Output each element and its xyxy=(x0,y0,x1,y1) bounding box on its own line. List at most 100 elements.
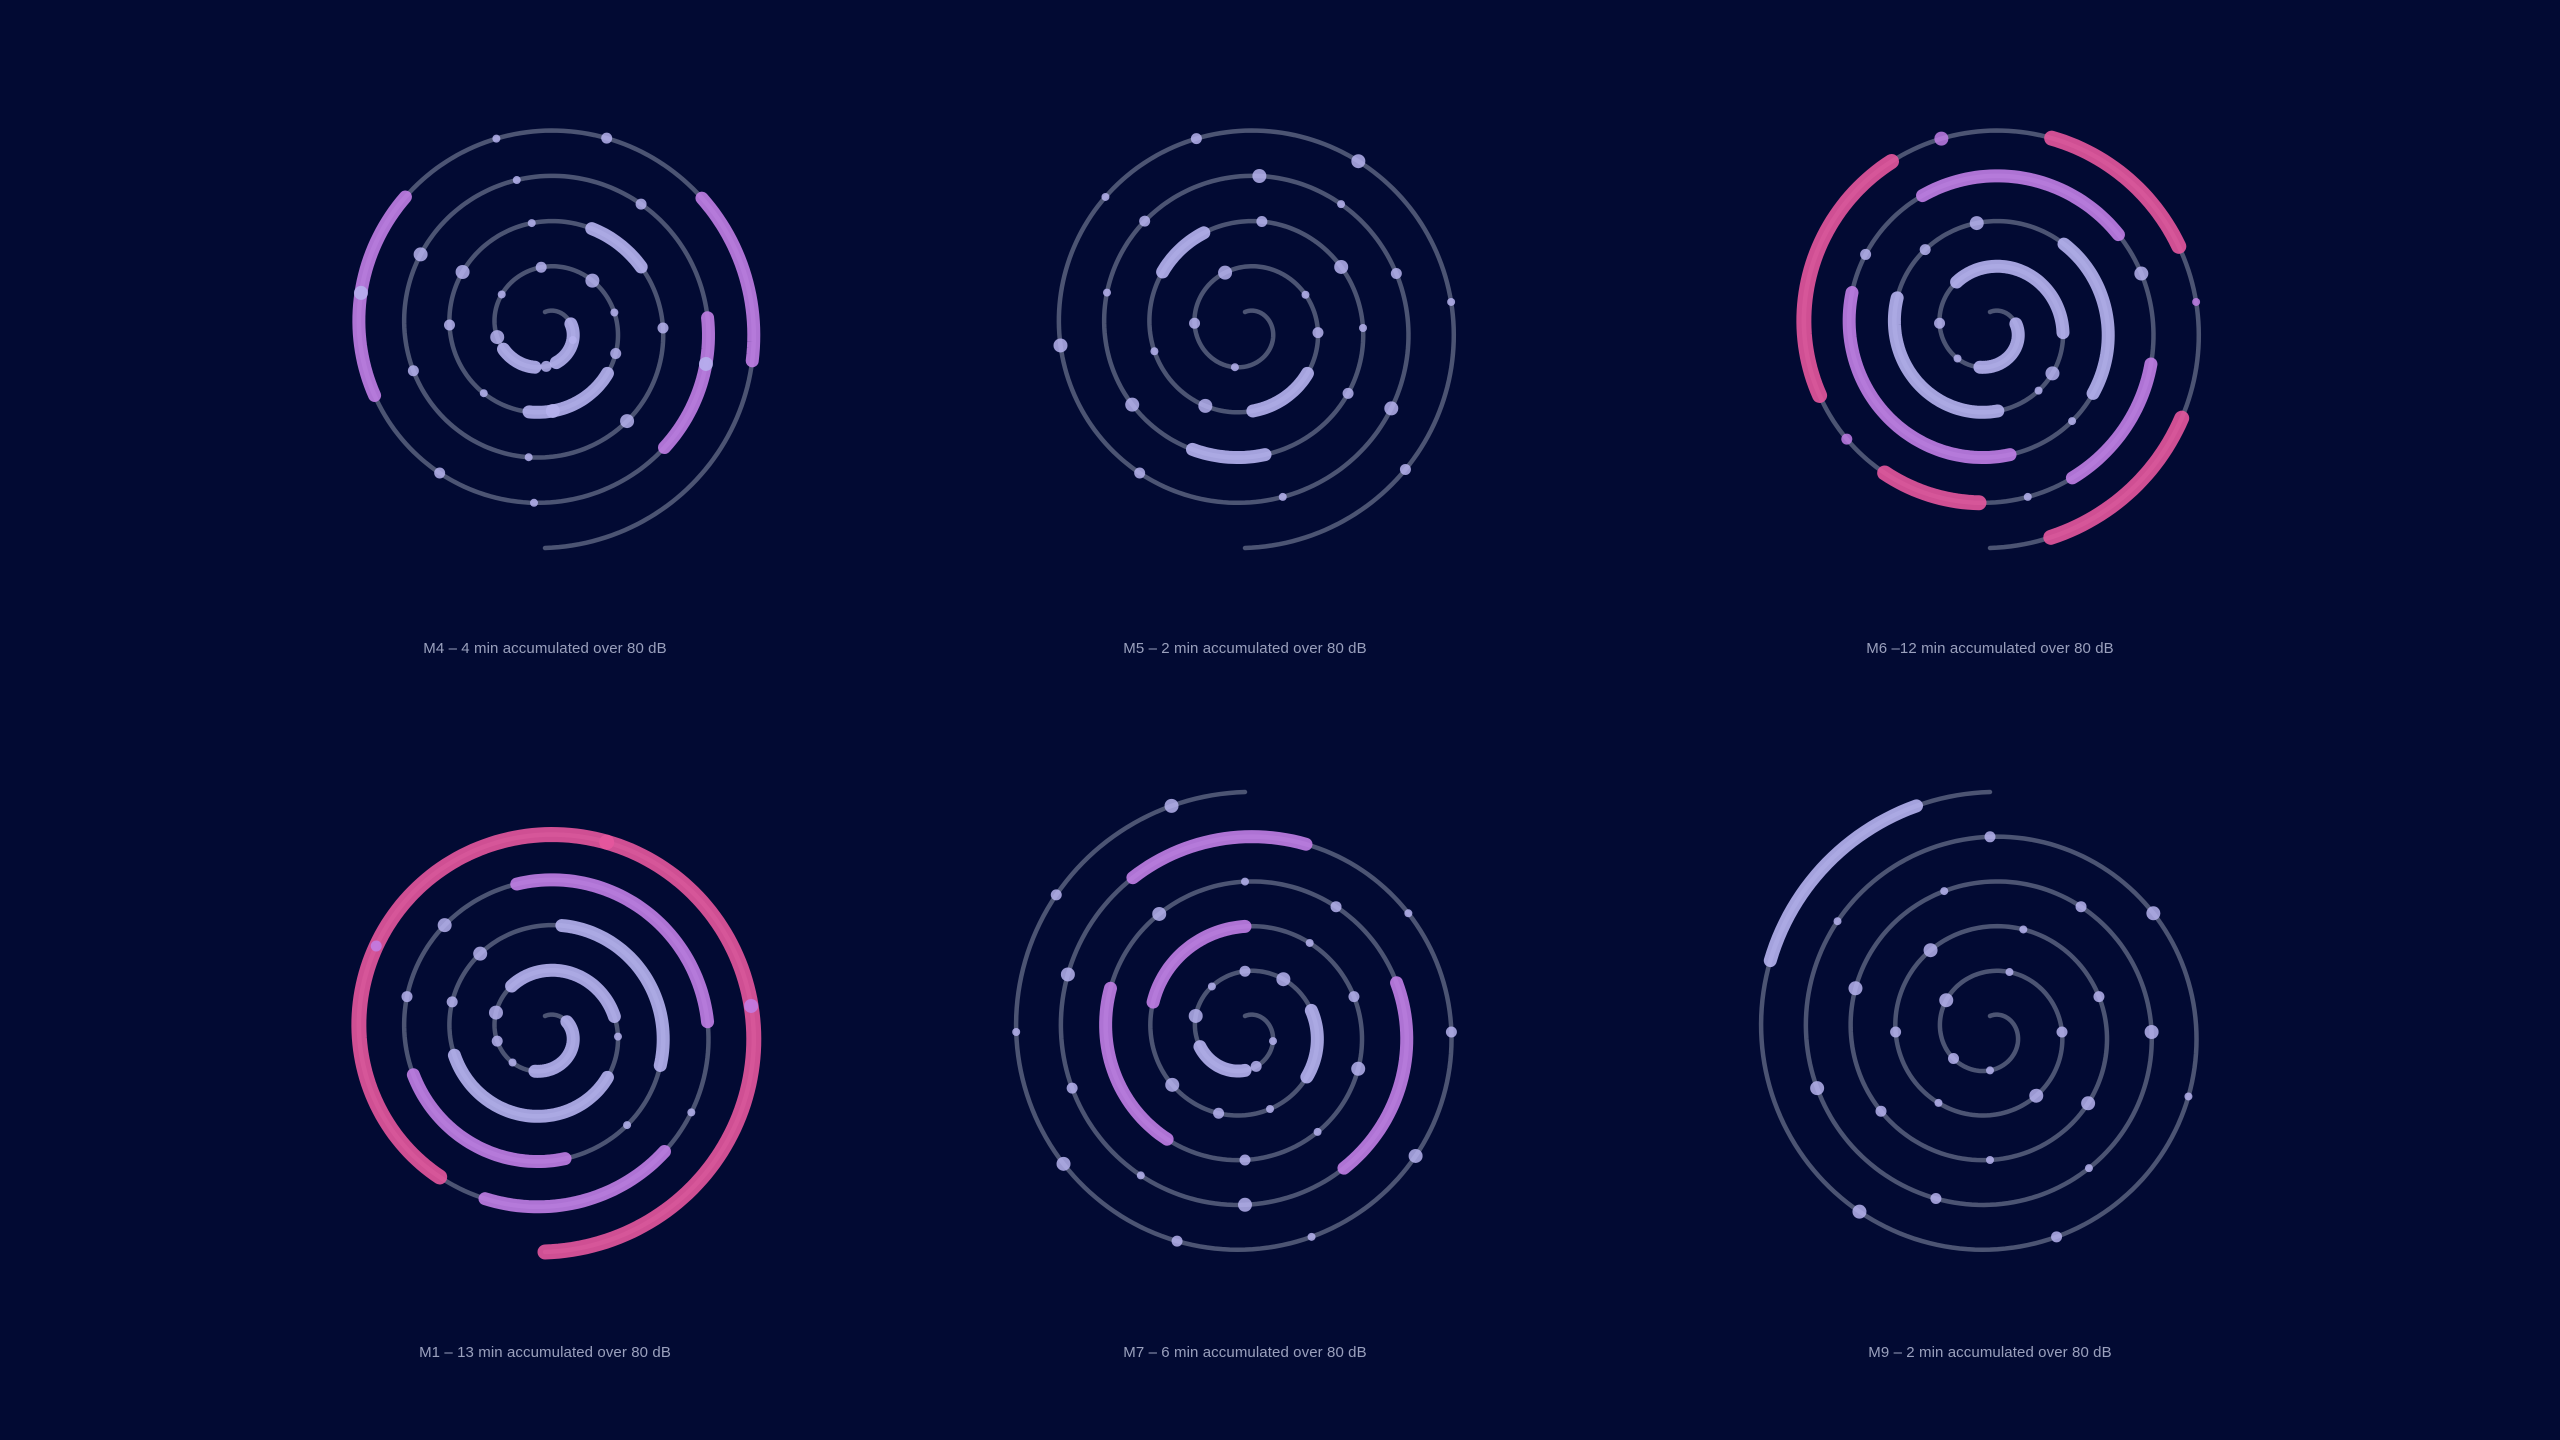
spiral-dot xyxy=(601,132,613,144)
spiral-dot xyxy=(443,319,455,331)
spiral-dot xyxy=(2051,1231,2063,1243)
spiral-dot xyxy=(1250,1060,1262,1072)
spiral-dot xyxy=(623,1121,632,1130)
spiral-dot xyxy=(2045,366,2060,381)
spiral-dot xyxy=(2056,1026,2068,1038)
spiral-segment-low xyxy=(505,963,621,1023)
spiral-dot xyxy=(1860,248,1872,260)
spiral-dot xyxy=(698,356,713,371)
spiral-dot xyxy=(1239,1154,1251,1166)
spiral-dot xyxy=(2029,1088,2044,1103)
spiral-segment-low xyxy=(1185,442,1272,465)
spiral-caption-m5: M5 – 2 min accumulated over 80 dB xyxy=(1123,640,1367,657)
spiral-dot xyxy=(434,467,446,479)
spiral-dot xyxy=(568,336,577,345)
spiral-segment-high xyxy=(1796,153,1900,403)
spiral-segment-low xyxy=(555,919,670,1072)
spiral-dot xyxy=(1447,297,1456,306)
spiral-dot xyxy=(1252,169,1267,183)
spiral-dot xyxy=(530,498,538,507)
spiral-dot xyxy=(524,453,533,462)
spiral-dot xyxy=(610,308,619,317)
spiral-dot xyxy=(585,273,600,288)
spiral-dot xyxy=(2023,492,2032,501)
spiral-dot xyxy=(2081,1096,2096,1111)
spiral-dot xyxy=(1103,288,1111,297)
spiral-segment-low xyxy=(1300,1003,1324,1084)
spiral-dot xyxy=(353,285,368,300)
spiral-caption-m4: M4 – 4 min accumulated over 80 dB xyxy=(423,640,667,657)
spiral-dot xyxy=(1969,216,1984,231)
spiral-segment-mid xyxy=(510,873,715,1029)
spiral-chart-m9 xyxy=(1758,789,2199,1252)
spiral-dot xyxy=(1984,831,1996,843)
spiral-segment-mid xyxy=(695,191,761,368)
spiral-dot xyxy=(1190,133,1202,145)
spiral-dot xyxy=(479,389,488,398)
spiral-segment-mid xyxy=(1099,981,1174,1146)
spiral-dot xyxy=(2093,991,2105,1003)
spiral-dot xyxy=(1940,887,1949,896)
spiral-segment-low xyxy=(496,342,542,374)
spiral-dot xyxy=(370,940,382,952)
spiral-dot xyxy=(1337,200,1346,209)
spiral-dot xyxy=(1239,965,1251,977)
spiral-dot xyxy=(1066,1082,1078,1094)
spiral-dot xyxy=(413,247,428,262)
spiral-dot xyxy=(1139,215,1151,227)
spiral-segment-high xyxy=(2043,410,2190,545)
spiral-dot xyxy=(446,996,458,1008)
spiral-segment-low xyxy=(1193,1040,1252,1078)
spiral-dot xyxy=(1334,259,1349,274)
spiral-segment-low xyxy=(1156,226,1211,279)
spiral-dot xyxy=(1189,317,1201,329)
spiral-track xyxy=(1013,789,1454,1252)
spiral-dot xyxy=(1934,317,1946,329)
spiral-chart-m6 xyxy=(1796,128,2202,551)
spiral-dot xyxy=(1923,943,1938,958)
spiral-dot xyxy=(2192,297,2201,306)
spiral-dot xyxy=(687,1108,696,1117)
spiral-dot xyxy=(407,365,419,377)
spiral-dot xyxy=(1986,1156,1994,1164)
spiral-segment-low xyxy=(528,1015,580,1078)
spiral-dot xyxy=(488,1005,503,1020)
spiral-dot xyxy=(1269,1037,1277,1046)
spiral-dot xyxy=(1390,268,1402,280)
spiral-segment-low xyxy=(2057,237,2115,400)
spiral-chart-m4 xyxy=(352,128,761,551)
spiral-dot xyxy=(1351,1061,1366,1076)
spiral-dot xyxy=(540,360,552,372)
spiral-dot xyxy=(1165,1077,1180,1092)
spiral-dot xyxy=(512,176,521,185)
spiral-chart-m1 xyxy=(351,827,762,1260)
spiral-dot xyxy=(1150,347,1159,356)
spiral-dot xyxy=(1833,917,1842,926)
spiral-dot xyxy=(2005,968,2014,977)
spiral-dot xyxy=(1810,1081,1825,1096)
spiral-dot xyxy=(1848,981,1863,996)
spiral-dot xyxy=(527,219,536,228)
spiral-dot xyxy=(1278,492,1287,501)
spiral-dot xyxy=(1207,982,1216,991)
spiral-panel-m4: M4 – 4 min accumulated over 80 dB xyxy=(165,18,925,718)
spiral-caption-m6: M6 –12 min accumulated over 80 dB xyxy=(1866,640,2114,657)
spiral-dot xyxy=(1101,192,1110,201)
spiral-segment-mid xyxy=(1126,830,1313,885)
spiral-dot xyxy=(1136,1171,1145,1180)
spiral-dot xyxy=(401,991,413,1003)
spiral-segment-high xyxy=(2044,130,2187,254)
spiral-dot xyxy=(491,1035,503,1047)
spiral-dot xyxy=(1266,1105,1275,1113)
spiral-segment-mid xyxy=(406,1068,572,1169)
spiral-track xyxy=(356,128,757,551)
spiral-dot xyxy=(2144,1025,2159,1039)
spiral-dot xyxy=(1053,338,1068,353)
spiral-dot xyxy=(1930,1192,1942,1204)
spiral-dot xyxy=(1948,1053,1959,1065)
spiral-dot xyxy=(1256,216,1268,228)
spiral-segment-mid xyxy=(478,1145,671,1214)
spiral-segment-low xyxy=(1763,799,1924,968)
spiral-track xyxy=(1056,128,1457,551)
